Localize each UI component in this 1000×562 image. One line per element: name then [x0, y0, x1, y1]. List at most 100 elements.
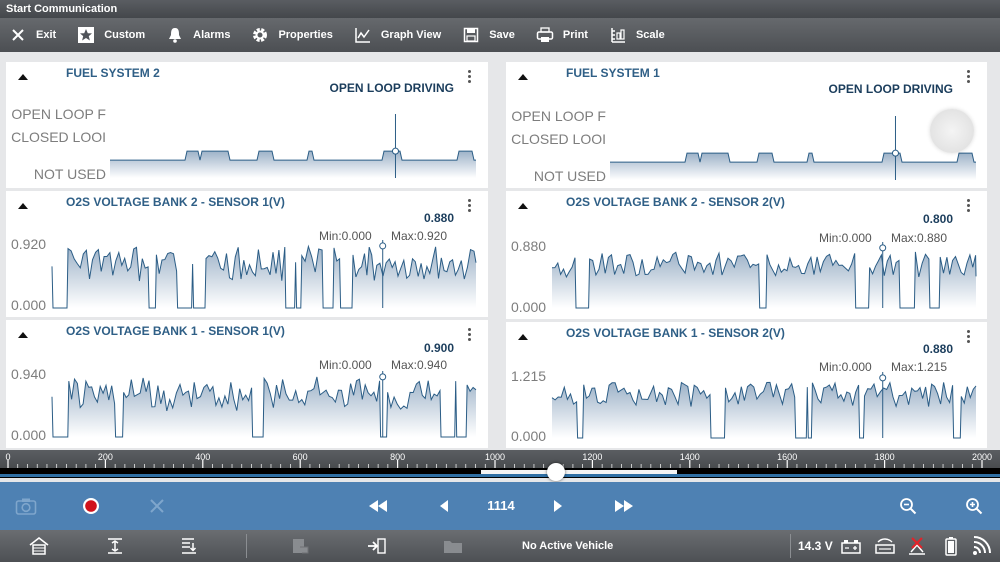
expand-icon	[108, 538, 122, 554]
clear-button[interactable]	[148, 497, 166, 515]
panel-title: O2S VOLTAGE BANK 2 - SENSOR 2(V)	[566, 195, 785, 209]
collapse-icon[interactable]	[18, 332, 28, 338]
step-back-icon	[440, 500, 448, 512]
save-button[interactable]: Save	[461, 18, 535, 52]
vci-status	[874, 536, 896, 556]
home-icon	[29, 537, 49, 555]
y-axis-max: 0.920	[11, 236, 47, 252]
more-menu-icon[interactable]	[466, 70, 472, 88]
more-menu-icon[interactable]	[466, 199, 472, 217]
folder-button[interactable]	[442, 536, 464, 556]
bell-icon	[165, 25, 185, 45]
more-menu-icon[interactable]	[965, 199, 971, 217]
y-axis-max: 1.215	[511, 368, 547, 384]
graph-icon	[353, 25, 373, 45]
o2-bank2-sensor2-panel: O2S VOLTAGE BANK 2 - SENSOR 2(V) 0.800 M…	[506, 191, 987, 319]
record-icon	[83, 498, 99, 514]
alarms-button[interactable]: Alarms	[165, 18, 250, 52]
expand-button[interactable]	[104, 536, 126, 556]
collapse-all-button[interactable]	[178, 536, 200, 556]
fuel-system-2-plot	[110, 114, 476, 178]
collapse-icon[interactable]	[518, 203, 528, 209]
print-label: Print	[562, 29, 588, 41]
graph-view-button[interactable]: Graph View	[353, 18, 461, 52]
trace-fill	[110, 151, 476, 178]
save-icon	[461, 25, 481, 45]
o2-bank2-sensor2-plot	[551, 242, 977, 309]
timeline-progress	[0, 474, 1000, 477]
tablet-battery-status	[940, 536, 962, 556]
divider	[246, 534, 247, 558]
trace-line	[610, 152, 976, 163]
fast-rewind-button[interactable]	[366, 497, 390, 515]
min-value: Min:0.000	[819, 231, 872, 245]
star-icon	[76, 25, 96, 45]
more-menu-icon[interactable]	[965, 70, 971, 88]
step-back-button[interactable]	[436, 497, 452, 515]
cursor-marker	[879, 244, 887, 252]
panel-title: FUEL SYSTEM 2	[66, 66, 160, 80]
car-battery-status	[840, 536, 862, 556]
wifi-status	[972, 536, 994, 556]
fuel-system-1-panel: FUEL SYSTEM 1 OPEN LOOP DRIVING OPEN LOO…	[506, 62, 987, 188]
zoom-in-button[interactable]	[964, 496, 984, 516]
fast-forward-button[interactable]	[612, 497, 636, 515]
o2-bank1-sensor2-plot	[551, 372, 977, 439]
snapshot-button[interactable]	[14, 496, 38, 516]
trace-fill	[552, 382, 976, 438]
o2-bank1-sensor1-panel: O2S VOLTAGE BANK 1 - SENSOR 1(V) 0.900 M…	[6, 320, 488, 448]
exit-button[interactable]: Exit	[8, 18, 76, 52]
network-disconnected-icon	[909, 537, 925, 555]
more-menu-icon[interactable]	[466, 328, 472, 346]
panel-title: O2S VOLTAGE BANK 1 - SENSOR 1(V)	[66, 324, 285, 338]
graph-view-label: Graph View	[380, 29, 442, 41]
custom-button[interactable]: Custom	[76, 18, 165, 52]
record-button[interactable]	[82, 497, 100, 515]
zoom-out-button[interactable]	[898, 496, 918, 516]
trace-line	[551, 381, 977, 439]
y-axis-min: 0.000	[511, 428, 547, 444]
max-value: Max:0.920	[391, 229, 448, 243]
step-forward-button[interactable]	[550, 497, 566, 515]
trace-fill	[52, 246, 476, 308]
collapse-icon[interactable]	[518, 74, 528, 80]
toolbar: Exit Custom Alarms Properties Graph View…	[0, 18, 1000, 52]
max-value: Max:1.215	[891, 360, 948, 374]
divider	[790, 534, 791, 558]
print-button[interactable]: Print	[535, 18, 608, 52]
cursor-marker	[891, 149, 899, 157]
transfer-icon	[368, 538, 386, 554]
min-value: Min:0.000	[819, 360, 872, 374]
ruler-tick-label: 1200	[582, 452, 603, 462]
o2-bank1-sensor1-plot	[51, 371, 477, 438]
y-axis-min: 0.000	[11, 427, 47, 443]
properties-button[interactable]: Properties	[250, 18, 352, 52]
playback-bar: 1114	[0, 482, 1000, 530]
trace-line	[551, 251, 977, 309]
collapse-icon[interactable]	[18, 203, 28, 209]
timeline-window[interactable]	[481, 470, 677, 475]
scale-button[interactable]: Scale	[608, 18, 685, 52]
collapse-icon[interactable]	[18, 74, 28, 80]
collapse-icon[interactable]	[518, 334, 528, 340]
ruler-tick-label: 1000	[484, 452, 506, 462]
state-label-not-used: NOT USED	[33, 166, 106, 182]
floating-action-button[interactable]	[930, 109, 974, 153]
more-menu-icon[interactable]	[965, 330, 971, 348]
trace-line	[110, 150, 476, 161]
print-icon	[535, 25, 555, 45]
y-axis-min: 0.000	[11, 297, 47, 313]
panel-value: 0.900	[423, 341, 454, 355]
battery-voltage: 14.3 V	[798, 539, 833, 553]
report-button[interactable]	[290, 536, 312, 556]
ruler-tick-label: 800	[390, 452, 406, 462]
scale-label: Scale	[635, 29, 665, 41]
ruler-tick-label: 0	[5, 452, 11, 462]
home-button[interactable]	[28, 536, 50, 556]
gear-icon	[250, 25, 270, 45]
transfer-button[interactable]	[366, 536, 388, 556]
timeline-scrubber-handle[interactable]	[547, 463, 565, 481]
save-label: Save	[489, 29, 515, 41]
panel-title: FUEL SYSTEM 1	[566, 66, 660, 80]
frame-counter: 1114	[487, 498, 515, 513]
